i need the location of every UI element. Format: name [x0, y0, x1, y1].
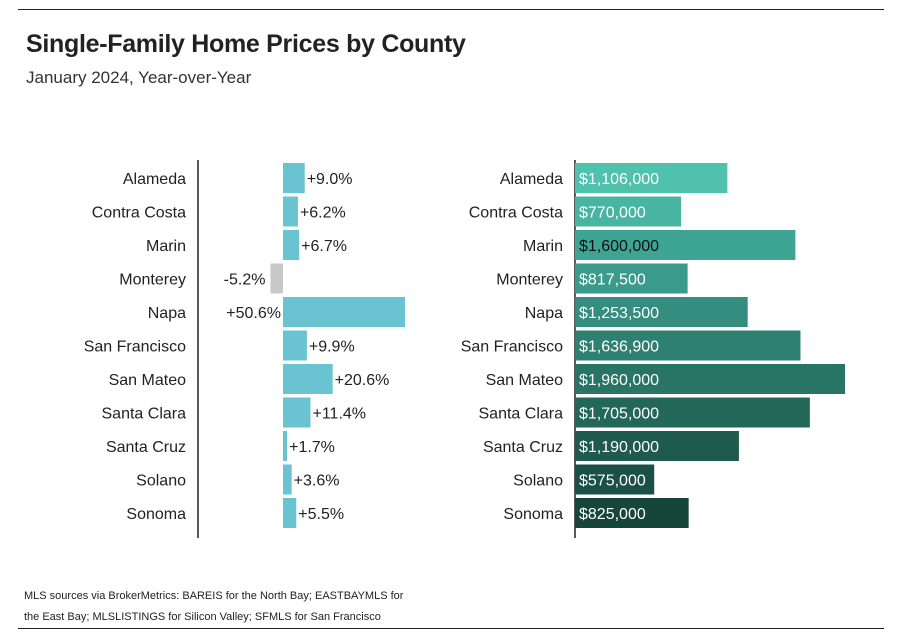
- price-bar: [575, 498, 689, 528]
- price-bar: [575, 431, 739, 461]
- price-bar: [575, 464, 655, 495]
- change-bar: [283, 364, 333, 394]
- change-bar: [283, 330, 307, 361]
- price-category-label: Solano: [513, 473, 563, 490]
- price-category-label: Santa Clara: [479, 406, 564, 423]
- price-value-label: $1,705,000: [579, 406, 659, 423]
- price-bar: [575, 297, 748, 327]
- change-category-label: Solano: [136, 473, 186, 490]
- median-price-chart: Alameda $1,106,000 Contra Costa $770,000 Mar…: [461, 160, 845, 538]
- price-bar: [575, 263, 688, 294]
- change-category-label: Monterey: [119, 272, 186, 289]
- price-category-label: Marin: [523, 238, 563, 255]
- change-category-label: San Francisco: [84, 339, 186, 356]
- change-bar: [283, 397, 311, 428]
- change-category-label: Marin: [146, 238, 186, 255]
- change-bar: [270, 263, 283, 294]
- price-category-label: Contra Costa: [469, 205, 563, 222]
- change-category-label: Sonoma: [126, 506, 186, 523]
- change-value-label: +9.0%: [307, 171, 353, 188]
- change-value-label: +5.5%: [298, 506, 344, 523]
- price-category-label: Alameda: [500, 171, 563, 188]
- change-bar: [283, 196, 298, 227]
- price-category-label: San Mateo: [486, 372, 563, 389]
- price-value-label: $1,253,500: [579, 305, 659, 322]
- change-value-label: +9.9%: [309, 339, 355, 356]
- price-category-label: Monterey: [496, 272, 563, 289]
- price-value-label: $825,000: [579, 506, 646, 523]
- price-category-label: Napa: [525, 305, 563, 322]
- change-category-label: San Mateo: [109, 372, 186, 389]
- price-category-label: Santa Cruz: [483, 439, 563, 456]
- change-bar: [283, 498, 297, 528]
- change-bar: [283, 431, 288, 461]
- change-value-label: +3.6%: [294, 473, 340, 490]
- bottom-rule: [18, 628, 884, 629]
- price-value-label: $1,190,000: [579, 439, 659, 456]
- price-category-label: Sonoma: [503, 506, 563, 523]
- change-bar: [283, 464, 292, 495]
- change-category-label: Napa: [148, 305, 186, 322]
- price-bar: [575, 230, 796, 260]
- change-value-label: +1.7%: [289, 439, 335, 456]
- price-bar: [575, 196, 682, 227]
- price-category-label: San Francisco: [461, 339, 563, 356]
- change-category-label: Santa Cruz: [106, 439, 186, 456]
- price-bar: [575, 364, 845, 394]
- source-note: MLS sources via BrokerMetrics: BAREIS fo…: [24, 590, 404, 623]
- change-value-label: -5.2%: [224, 272, 266, 289]
- price-value-label: $770,000: [579, 205, 646, 222]
- price-value-label: $1,636,900: [579, 339, 659, 356]
- price-value-label: $1,600,000: [579, 238, 659, 255]
- price-bar: [575, 330, 801, 361]
- change-value-label: +11.4%: [312, 406, 366, 423]
- price-value-label: $575,000: [579, 473, 646, 490]
- price-bar: [575, 397, 810, 428]
- yoy-change-chart: Alameda +9.0% Contra Costa +6.2% Marin +6.7% M…: [84, 160, 405, 538]
- change-category-label: Santa Clara: [102, 406, 187, 423]
- change-value-label: +6.2%: [300, 205, 346, 222]
- price-bar: [575, 163, 728, 193]
- change-bar: [283, 163, 305, 193]
- chart-subtitle: January 2024, Year-over-Year: [26, 68, 252, 87]
- chart-title: Single-Family Home Prices by County: [26, 30, 466, 58]
- change-category-label: Alameda: [123, 171, 186, 188]
- change-value-label: +50.6%: [226, 305, 281, 322]
- price-value-label: $817,500: [579, 272, 646, 289]
- top-rule: [18, 9, 884, 10]
- change-category-label: Contra Costa: [92, 205, 186, 222]
- change-value-label: +20.6%: [335, 372, 390, 389]
- price-value-label: $1,960,000: [579, 372, 659, 389]
- change-value-label: +6.7%: [301, 238, 347, 255]
- change-bar: [283, 297, 405, 327]
- price-value-label: $1,106,000: [579, 171, 659, 188]
- change-bar: [283, 230, 300, 260]
